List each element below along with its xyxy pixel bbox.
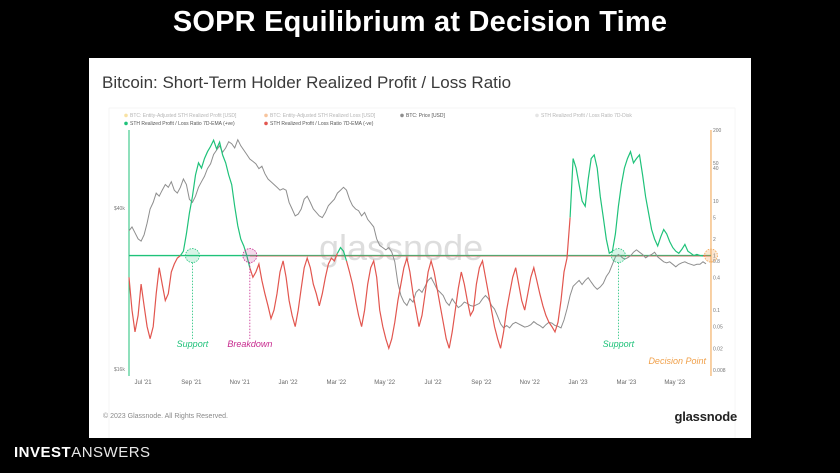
right-tick-label-2: 40 [713,166,719,172]
axes: Jul '21 Sep '21 Nov '21 Jan '22 Mar '22 May '… [114,128,726,386]
ratio-positive-segment-5 [569,149,704,257]
right-tick-label-3: 10 [713,199,719,205]
x-tick-label-9: Jan '23 [568,380,588,386]
left-tick-label-0: $40k [114,206,125,212]
slide-title: SOPR Equilibrium at Decision Time [172,6,668,38]
right-tick-label-12: 0.008 [713,368,726,374]
right-tick-label-4: 5 [713,215,716,221]
right-tick-label-5: 2 [713,237,716,243]
x-tick-label-10: Mar '23 [616,380,636,386]
x-tick-label-2: Nov '21 [230,380,251,386]
price-series-line [128,138,707,329]
brand-part-2: ANSWERS [71,444,151,461]
x-tick-label-11: May '23 [664,380,685,386]
x-tick-label-4: Mar '22 [326,380,346,386]
x-tick-label-6: Jul '22 [424,380,442,386]
plot-frame [108,107,736,438]
chart-title: Bitcoin: Short-Term Holder Realized Prof… [102,73,512,92]
annotation-label-1: Breakdown [227,339,272,349]
annotation-label-0: Support [177,339,209,349]
investanswers-logo: INVESTANSWERS [14,444,151,461]
legend-swatch-4 [124,121,128,126]
grid [128,130,712,376]
annotation-marker-2 [610,248,626,263]
legend-swatch-2 [400,113,404,118]
legend-label-4: STH Realized Profit / Loss Ratio 7D-EMA … [130,121,235,127]
left-tick-label-1: $16k [114,367,125,373]
annotations: Support Breakdown Support Decision Point [177,248,718,366]
right-tick-label-11: 0.02 [713,346,723,352]
legend: BTC: Entity-Adjusted STH Realized Profit… [124,113,632,127]
right-tick-label-8: 0.4 [713,275,720,281]
ratio-positive-segment-1 [179,138,251,268]
x-tick-label-1: Sep '21 [181,380,202,386]
right-tick-label-6: 1 [713,254,716,260]
ratio-negative-segment-2 [249,253,338,327]
decision-marker [704,248,718,263]
legend-swatch-1 [264,113,268,118]
annotation-label-2: Support [603,339,635,349]
legend-label-0: BTC: Entity-Adjusted STH Realized Profit… [130,113,237,119]
right-tick-label-9: 0.1 [713,308,720,314]
legend-label-1: BTC: Entity-Adjusted STH Realized Loss [… [270,113,376,119]
right-tick-label-10: 0.05 [713,325,723,331]
ratio-negative-segment-4 [345,217,571,351]
watermark: glassnode [319,227,483,268]
legend-label-5: STH Realized Profit / Loss Ratio 7D-EMA … [270,121,374,127]
footer-copyright: © 2023 Glassnode. All Rights Reserved. [103,413,229,420]
annotation-decision-point: Decision Point [648,356,706,366]
x-tick-label-8: Nov '22 [520,380,541,386]
ratio-positive-segment-3 [336,246,348,262]
series [128,138,707,351]
legend-swatch-3 [535,113,539,118]
x-tick-label-3: Jan '22 [278,380,298,386]
ratio-negative-segment-0 [128,255,181,339]
right-tick-label-0: 200 [713,128,722,134]
right-tick-label-1: 50 [713,161,719,167]
right-tick-label-7: 0.8 [713,259,720,265]
legend-label-3: STH Realized Profit / Loss Ratio 7D-Disk [541,113,632,119]
footer-brand-logo: glassnode [674,409,738,424]
x-tick-label-5: May '22 [374,380,395,386]
x-tick-label-7: Sep '22 [471,380,492,386]
legend-label-2: BTC: Price [USD] [406,113,446,119]
chart-card: Bitcoin: Short-Term Holder Realized Prof… [89,58,751,438]
legend-swatch-0 [124,113,128,118]
legend-swatch-5 [264,121,268,126]
x-tick-label-0: Jul '21 [134,380,152,386]
brand-part-1: INVEST [14,444,72,461]
annotation-marker-1 [242,248,258,263]
annotation-marker-0 [185,248,200,263]
chart-svg: BTC: Entity-Adjusted STH Realized Profit… [108,107,736,438]
